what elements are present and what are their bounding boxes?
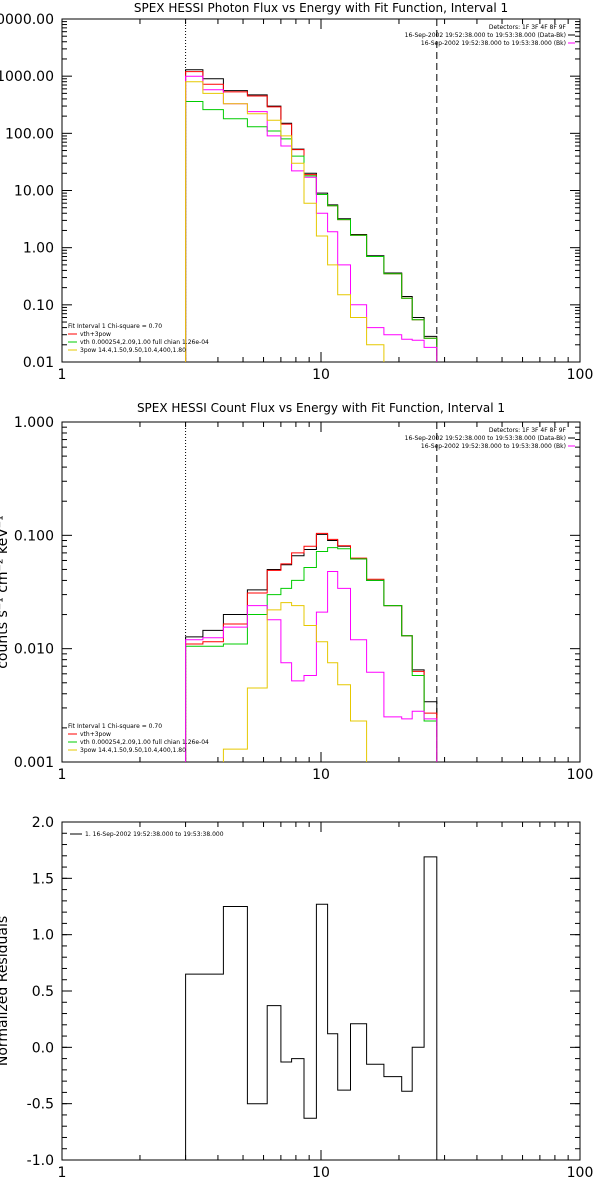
y-tick-label: 1.000 (14, 415, 54, 431)
bk-interval-label: 16-Sep-2002 19:52:38.000 to 19:53:38.000… (421, 40, 566, 47)
legend-entry: vth+3pow (80, 331, 111, 338)
x-tick-label: 100 (567, 1165, 594, 1181)
legend-entry: vth+3pow (80, 731, 111, 738)
detectors-label: Detectors: 1F 3F 4F 8F 9F (489, 24, 567, 31)
series-0-histogram (185, 856, 438, 1160)
data-interval-label: 16-Sep-2002 19:52:38.000 to 19:53:38.000… (405, 32, 566, 39)
y-tick-label: 2.0 (32, 815, 54, 831)
x-tick-label: 10 (312, 767, 330, 783)
legend-entry: vth 0.000254,2.09,1.00 full chian 1.26e-… (80, 339, 209, 346)
y-axis-title: Normalized Residuals (0, 916, 11, 1066)
x-tick-label: 10 (312, 1165, 330, 1181)
legend: 1. 16-Sep-2002 19:52:38.000 to 19:53:38.… (70, 831, 224, 838)
x-tick-label: 1 (58, 767, 67, 783)
y-axis-title: counts s⁻¹ cm⁻² keV⁻¹ (0, 515, 11, 669)
series-2-histogram (185, 547, 438, 762)
y-tick-label: 0.100 (14, 528, 54, 544)
y-tick-label: -1.0 (27, 1153, 54, 1169)
detectors-label: Detectors: 1F 3F 4F 8F 9F (489, 427, 567, 434)
series-0-histogram (185, 69, 438, 362)
x-tick-label: 100 (567, 367, 594, 383)
x-axis: 1 10 100 (58, 822, 594, 1181)
y-tick-label: -0.5 (27, 1097, 54, 1113)
y-tick-label: 0.01 (23, 355, 54, 371)
legend-entry: 3pow 14.4,1.50,9.50,10.4,400,1.80 (80, 347, 186, 354)
legend-entry: vth 0.000254,2.09,1.00 full chian 1.26e-… (80, 739, 209, 746)
y-tick-label: 100.00 (5, 126, 54, 142)
y-tick-label: 1.0 (32, 928, 54, 944)
plot-area (185, 19, 438, 362)
y-axis: 0.001 0.010 0.100 1.000 (14, 415, 580, 771)
x-tick-label: 1 (58, 1165, 67, 1181)
photon-flux-panel: SPEX HESSI Photon Flux vs Energy with Fi… (0, 1, 594, 383)
chart-title: SPEX HESSI Count Flux vs Energy with Fit… (137, 401, 505, 415)
series-4-histogram (185, 81, 403, 362)
y-tick-label: 10.00 (14, 184, 54, 200)
x-tick-label: 100 (567, 767, 594, 783)
y-tick-label: 0.5 (32, 984, 54, 1000)
y-tick-label: 1000.00 (0, 69, 54, 85)
data-interval-label: 16-Sep-2002 19:52:38.000 to 19:53:38.000… (405, 435, 566, 442)
x-tick-label: 10 (312, 367, 330, 383)
legend-entry: 3pow 14.4,1.50,9.50,10.4,400,1.80 (80, 747, 186, 754)
y-tick-label: 0.010 (14, 642, 54, 658)
chart-title: SPEX HESSI Photon Flux vs Energy with Fi… (134, 1, 508, 15)
y-tick-label: 0.0 (32, 1040, 54, 1056)
y-tick-label: 10000.00 (0, 12, 54, 28)
legend: Fit Interval 1 Chi-square = 0.70vth+3pow… (68, 723, 209, 754)
plot-area (185, 856, 438, 1160)
plot-area (185, 422, 438, 762)
plot-frame (61, 421, 581, 763)
plot-frame (61, 821, 581, 1161)
x-axis: 1 10 100 (58, 422, 594, 783)
x-tick-label: 1 (58, 367, 67, 383)
plot-frame (61, 18, 581, 363)
x-axis: 1 10 100 (58, 19, 594, 383)
y-tick-label: 0.001 (14, 755, 54, 771)
y-axis: 0.01 0.10 1.00 10.00 100.00 1000.00 10000.00 (0, 12, 580, 371)
legend-header: Fit Interval 1 Chi-square = 0.70 (68, 723, 162, 730)
series-0-histogram (185, 533, 438, 762)
legend-entry: 1. 16-Sep-2002 19:52:38.000 to 19:53:38.… (85, 831, 224, 838)
y-tick-label: 0.10 (23, 298, 54, 314)
y-tick-label: 1.5 (32, 871, 54, 887)
y-tick-label: 1.00 (23, 241, 54, 257)
residuals-panel: 1 10 100 -1.0 -0.5 0.0 0.5 1.0 1.5 2.0 Normalized … (0, 815, 593, 1181)
series-3-histogram (185, 571, 438, 762)
count-flux-panel: SPEX HESSI Count Flux vs Energy with Fit… (0, 401, 593, 783)
series-2-histogram (185, 101, 438, 362)
series-4-histogram (185, 602, 385, 762)
bk-interval-label: 16-Sep-2002 19:52:38.000 to 19:53:38.000… (421, 443, 566, 450)
legend-header: Fit Interval 1 Chi-square = 0.70 (68, 323, 162, 330)
y-axis: -1.0 -0.5 0.0 0.5 1.0 1.5 2.0 (27, 815, 580, 1169)
legend: Fit Interval 1 Chi-square = 0.70vth+3pow… (68, 323, 209, 354)
